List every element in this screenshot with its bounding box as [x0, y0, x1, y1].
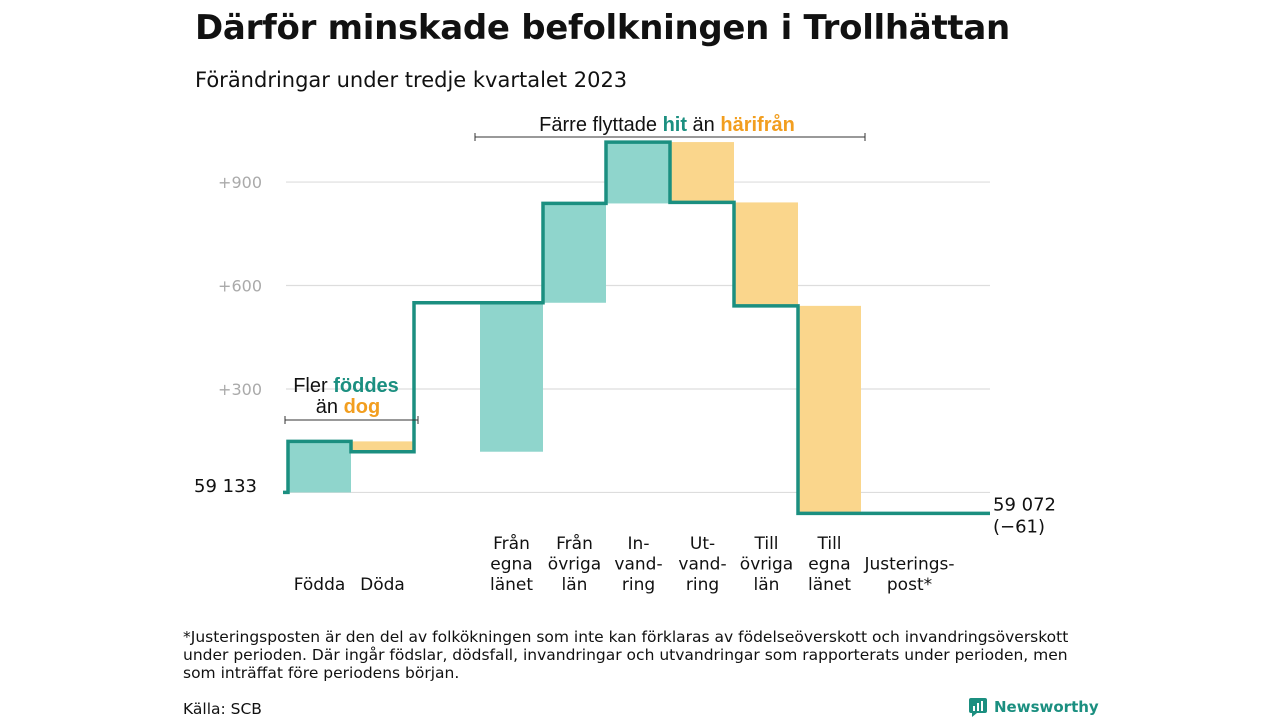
category-label: länet: [808, 575, 851, 595]
category-label: Från: [556, 533, 593, 554]
bar-frånövrigalän: [543, 203, 606, 303]
category-label: Födda: [294, 575, 346, 595]
svg-text:Fler föddes: Fler föddes: [293, 375, 399, 397]
category-label: Från: [493, 533, 530, 554]
category-label: vand-: [614, 555, 662, 575]
births-annotation-text1: Fler: [293, 375, 333, 397]
category-label: ring: [686, 575, 719, 595]
source: Källa: SCB: [183, 700, 262, 718]
category-label: länet: [490, 575, 533, 595]
category-label: Justerings-: [863, 555, 954, 575]
moves-annotation: Färre flyttade hit än härifrån: [474, 113, 866, 141]
category-label: län: [754, 575, 780, 595]
births-annotation: Fler föddes än dog: [284, 375, 419, 424]
category-label: övriga: [548, 555, 601, 575]
moves-annotation-text1: Färre flyttade: [539, 114, 662, 136]
category-label: ring: [622, 575, 655, 595]
y-tick-label: +600: [218, 277, 262, 296]
births-annotation-highlight2: dog: [344, 396, 381, 418]
y-tick-label: +900: [218, 173, 262, 192]
category-label: post*: [887, 575, 932, 595]
y-tick-label: +300: [218, 380, 262, 399]
moves-annotation-highlight2: härifrån: [720, 113, 794, 136]
category-label: övriga: [740, 555, 793, 575]
category-label: län: [562, 575, 588, 595]
bar-frånegnalänet: [480, 302, 543, 452]
category-label: egna: [490, 555, 532, 575]
svg-text:Färre flyttade hit än härifrån: Färre flyttade hit än härifrån: [539, 113, 795, 136]
bar-tillegnalänet: [798, 305, 861, 514]
chart-subtitle: Förändringar under tredje kvartalet 2023: [195, 68, 628, 92]
bar-utvandring: [671, 142, 734, 203]
chart-title: Därför minskade befolkningen i Trollhätt…: [195, 8, 1010, 48]
svg-text:än dog: än dog: [316, 396, 380, 418]
category-label: Döda: [360, 575, 405, 595]
end-change-label: (−61): [993, 516, 1045, 537]
brand-name: Newsworthy: [994, 698, 1099, 716]
footnote: *Justeringsposten är den del av folkökni…: [183, 628, 1069, 682]
newsworthy-icon: [969, 698, 987, 717]
bar-tillövrigalän: [735, 202, 798, 306]
bar-invandring: [607, 142, 670, 204]
births-annotation-text2: än: [316, 396, 344, 418]
start-value-label: 59 133: [194, 476, 257, 497]
bar-födda: [288, 441, 351, 493]
end-value-label: 59 072: [993, 494, 1056, 515]
category-label: In-: [628, 534, 650, 554]
bars: [288, 142, 861, 514]
category-label: egna: [808, 555, 850, 575]
category-label: vand-: [678, 555, 726, 575]
category-label: Ut-: [690, 534, 715, 554]
moves-annotation-highlight1: hit: [663, 114, 688, 136]
moves-annotation-text2: än: [687, 114, 720, 136]
brand-logo: Newsworthy: [968, 697, 1099, 717]
bar-döda: [351, 441, 414, 452]
category-label: Till: [753, 534, 778, 554]
category-label: Till: [816, 534, 841, 554]
births-annotation-highlight1: föddes: [333, 375, 399, 397]
cumulative-step-line: [283, 140, 990, 516]
